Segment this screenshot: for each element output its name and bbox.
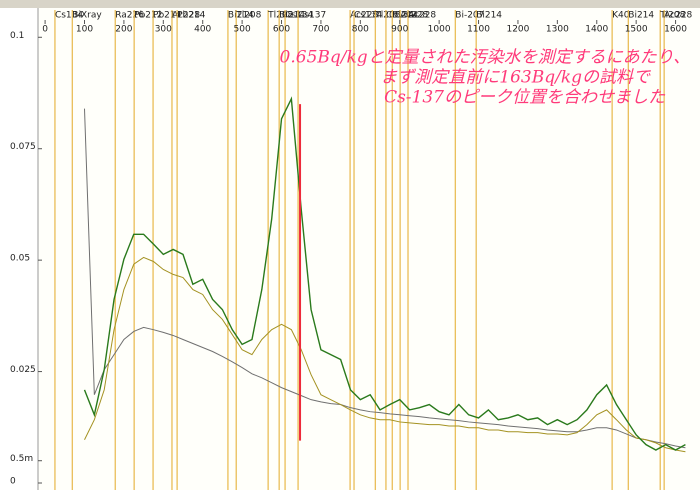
nuclide-label: Bi214 xyxy=(628,11,654,21)
nuclide-label: Tl208 xyxy=(659,11,685,21)
spectrum-line xyxy=(84,256,686,453)
nuclide-label: Tl208 xyxy=(235,11,261,21)
x-tick-label: 1300 xyxy=(546,25,569,35)
x-tick-label: 600 xyxy=(273,25,290,35)
x-tick-label: 100 xyxy=(76,25,93,35)
nuclide-label: Ac228 xyxy=(172,11,200,21)
nuclide-label: Ac228 xyxy=(664,11,692,21)
nuclide-label: Bi214 xyxy=(279,11,305,21)
nuclide-label: Cs134 xyxy=(55,11,83,21)
nuclide-label: Pb212 xyxy=(134,11,162,21)
y-tick-label: 0.1 xyxy=(10,31,24,41)
nuclide-label: Cs137 xyxy=(298,11,326,21)
x-tick-label: 0 xyxy=(42,25,48,35)
nuclide-label: K40 xyxy=(612,11,630,21)
y-tick-label: 0 xyxy=(10,477,16,487)
nuclide-label: Bi214 xyxy=(476,11,502,21)
nuclide-label: Ra226 xyxy=(115,11,144,21)
y-tick-label: 0.025 xyxy=(10,365,36,375)
annotation: 0.65Bq/kgと定量された汚染水を測定するにあたり、 xyxy=(280,48,690,68)
plot-area xyxy=(38,8,700,490)
spectrum-line xyxy=(83,108,686,449)
nuclide-label: Ac228 xyxy=(400,11,428,21)
x-tick-label: 500 xyxy=(234,25,251,35)
nuclide-label: Pb214 xyxy=(177,11,206,21)
nuclide-label: Bi214 xyxy=(392,11,418,21)
nuclide-label: Bi214 xyxy=(228,11,254,21)
y-tick-label: 0.075 xyxy=(10,142,36,152)
toolbar-strip xyxy=(0,0,700,8)
y-tick-label: 0.5m xyxy=(10,454,33,464)
nuclide-label: Bi-207 xyxy=(455,11,484,21)
x-tick-label: 300 xyxy=(155,25,172,35)
x-tick-label: 1100 xyxy=(467,25,490,35)
nuclide-label: Cs134 xyxy=(354,11,382,21)
annotation: Cs-137のピーク位置を合わせました xyxy=(384,88,666,108)
x-tick-label: 1600 xyxy=(664,25,687,35)
nuclide-label: Pb214 xyxy=(153,11,182,21)
nuclide-label: Tl208 xyxy=(374,11,400,21)
x-tick-label: 900 xyxy=(391,25,408,35)
spectrum-line xyxy=(83,96,686,451)
x-tick-label: 200 xyxy=(115,25,132,35)
nuclide-label: Tl208 xyxy=(267,11,293,21)
nuclide-label: BiXray xyxy=(72,11,102,21)
x-tick-label: 1500 xyxy=(625,25,648,35)
x-tick-label: 700 xyxy=(312,25,329,35)
y-tick-label: 0.05 xyxy=(10,254,30,264)
x-tick-label: 400 xyxy=(194,25,211,35)
nuclide-label: Ac228 xyxy=(350,11,378,21)
x-tick-label: 1200 xyxy=(506,25,529,35)
nuclide-label: Cs134 xyxy=(285,11,313,21)
nuclide-label: Ac228 xyxy=(408,11,436,21)
annotation: まず測定直前に163Bq/kgの試料で xyxy=(380,68,651,88)
x-tick-label: 1000 xyxy=(428,25,451,35)
x-tick-label: 1400 xyxy=(585,25,608,35)
x-tick-label: 800 xyxy=(352,25,369,35)
